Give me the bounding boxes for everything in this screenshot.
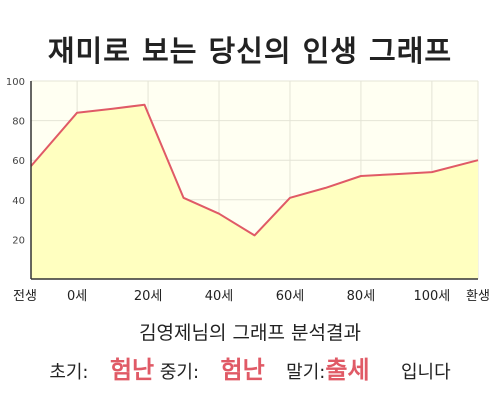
early-life-value: 험난 [109, 356, 155, 384]
series-line [30, 103, 479, 237]
x-tick-label: 80세 [347, 289, 376, 304]
page-title: 재미로 보는 당신의 인생 그래프 [47, 34, 453, 68]
x-tick-label: 100세 [413, 289, 450, 304]
series-area [31, 104, 478, 279]
y-tick-label: 20 [12, 235, 25, 246]
mid-life-label: 중기: [159, 362, 200, 383]
y-tick-label: 80 [12, 117, 25, 128]
analysis-result: 초기: 험난 중기: 험난 말기:출세 입니다 [0, 350, 500, 385]
y-tick-label: 40 [12, 196, 25, 207]
early-life-label: 초기: [49, 362, 89, 383]
mid-life-value: 험난 [220, 356, 265, 384]
life-graph-chart: 20 40 60 80 100 전생 0세 20세 40세 60세 80세 100세 환생 [6, 77, 490, 304]
x-tick-label: 환생 [466, 289, 490, 304]
x-tick-label: 20세 [134, 289, 163, 304]
late-life-label: 말기: [286, 362, 326, 383]
y-tick-label: 100 [6, 77, 25, 88]
x-tick-label: 0세 [67, 289, 87, 304]
x-tick-label: 40세 [205, 289, 234, 304]
analysis-subtitle: 김영제님의 그래프 분석결과 [139, 322, 361, 344]
late-life-value: 출세 [325, 356, 370, 384]
x-tick-label: 전생 [13, 289, 37, 304]
result-suffix: 입니다 [401, 362, 451, 383]
x-tick-label: 60세 [276, 289, 305, 304]
y-tick-label: 60 [12, 156, 25, 167]
